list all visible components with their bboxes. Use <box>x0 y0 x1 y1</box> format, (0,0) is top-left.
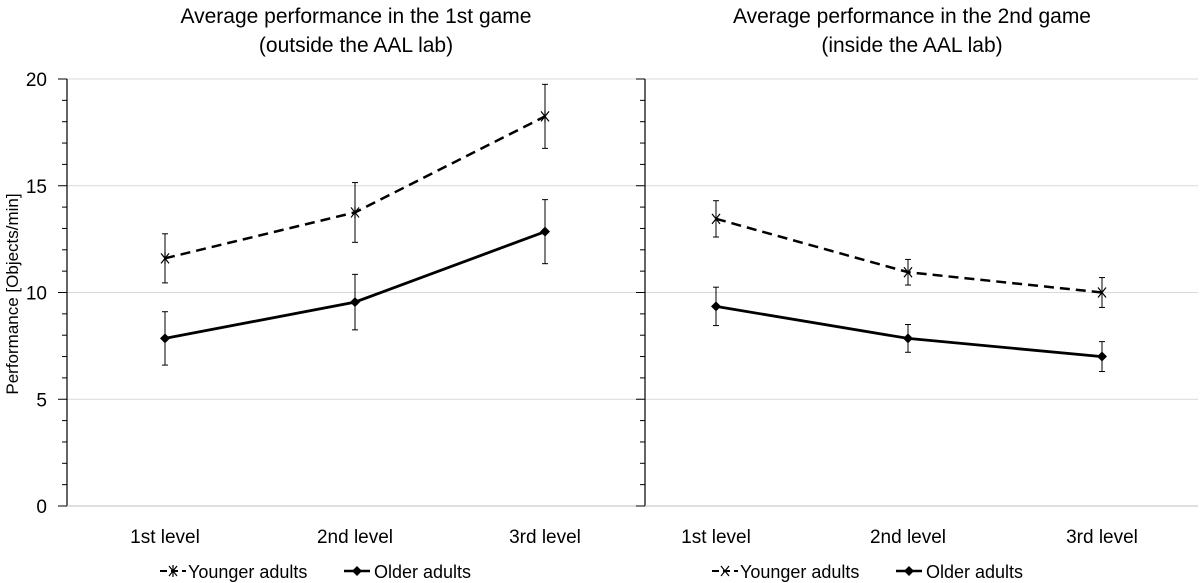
y-tick-label: 20 <box>26 70 47 91</box>
legend-older-label: Older adults <box>374 562 471 582</box>
y-tick-label: 15 <box>26 177 47 198</box>
legend-younger-label: Younger adults <box>740 562 859 582</box>
y-tick-label: 5 <box>36 390 47 411</box>
older-adults-point <box>1097 351 1107 362</box>
x-tick-label: 2nd level <box>317 527 393 548</box>
younger-adults-point <box>711 213 721 225</box>
y-axis-label: Performance [Objects/min] <box>3 193 22 394</box>
chart-1-title: Average performance in the 1st game <box>181 5 532 28</box>
x-tick-label: 2nd level <box>870 527 946 548</box>
legend-older-marker <box>904 566 914 576</box>
x-tick-label: 3rd level <box>1066 527 1138 548</box>
y-tick-label: 10 <box>26 284 47 305</box>
chart-1-panel: 0 5 10 15 20 1st level 2nd level 3rd level <box>26 70 642 548</box>
younger-adults-point <box>160 252 170 265</box>
chart-2-subtitle: (inside the AAL lab) <box>821 34 1002 57</box>
older-adults-point <box>350 297 360 308</box>
x-tick-label: 1st level <box>681 527 751 548</box>
younger-adults-point <box>540 110 550 123</box>
older-adults-point <box>711 301 721 312</box>
older-adults-point <box>160 333 170 344</box>
legend-younger-marker <box>168 565 178 577</box>
younger-adults-point <box>350 206 360 219</box>
younger-adults-line <box>715 217 1103 294</box>
older-adults-point <box>540 226 550 237</box>
younger-adults-point <box>1097 287 1107 298</box>
older-adults-line <box>715 305 1103 358</box>
chart-2-legend: Younger adults Older adults <box>712 562 1023 582</box>
x-tick-label: 1st level <box>130 527 200 548</box>
older-adults-point <box>903 333 913 344</box>
legend-younger-marker <box>720 565 730 577</box>
y-tick-label: 0 <box>36 497 47 518</box>
chart-1-legend: Younger adults Older adults <box>160 562 471 582</box>
chart-2-title: Average performance in the 2nd game <box>733 5 1091 28</box>
younger-adults-point <box>903 266 913 278</box>
legend-older-marker <box>352 566 362 576</box>
chart-2-panel: 1st level 2nd level 3rd level <box>636 78 1198 548</box>
legend-younger-label: Younger adults <box>188 562 307 582</box>
legend-older-label: Older adults <box>926 562 1023 582</box>
chart-1-subtitle: (outside the AAL lab) <box>259 34 453 57</box>
x-tick-label: 3rd level <box>509 527 581 548</box>
